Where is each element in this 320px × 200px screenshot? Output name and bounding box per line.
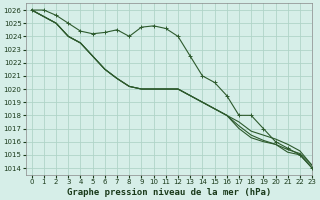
X-axis label: Graphe pression niveau de la mer (hPa): Graphe pression niveau de la mer (hPa) xyxy=(67,188,271,197)
